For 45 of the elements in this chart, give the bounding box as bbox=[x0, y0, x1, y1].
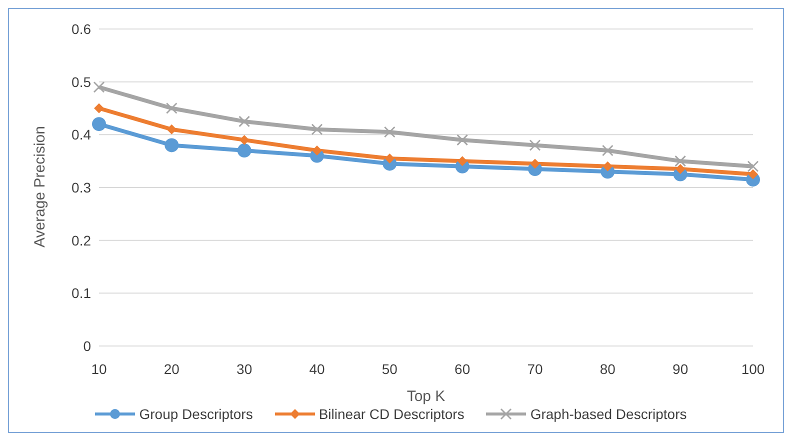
x-tick-label: 20 bbox=[164, 360, 180, 377]
point bbox=[166, 102, 178, 114]
point bbox=[237, 144, 252, 158]
x-tick-label: 100 bbox=[741, 360, 765, 377]
x-tick-label: 30 bbox=[236, 360, 252, 377]
point bbox=[456, 134, 468, 146]
point bbox=[674, 155, 686, 167]
point bbox=[530, 158, 540, 169]
point bbox=[312, 146, 322, 156]
point bbox=[238, 116, 250, 128]
point bbox=[602, 144, 614, 156]
y-tick-label: 0.3 bbox=[72, 179, 92, 196]
point bbox=[529, 139, 541, 151]
y-tick-label: 0.2 bbox=[72, 232, 92, 248]
y-tick-label: 0.1 bbox=[72, 285, 92, 302]
point bbox=[747, 160, 759, 172]
x-axis-title: Top K bbox=[406, 388, 446, 405]
point bbox=[166, 124, 177, 134]
x-tick-label: 50 bbox=[382, 360, 398, 377]
x-tick-label: 40 bbox=[309, 360, 325, 377]
legend-label: Graph-based Descriptors bbox=[529, 406, 687, 422]
point bbox=[384, 126, 396, 138]
y-tick-label: 0 bbox=[83, 338, 92, 354]
y-tick-label: 0.6 bbox=[72, 20, 92, 37]
x-tick-label: 90 bbox=[672, 360, 688, 377]
x-tick-label: 60 bbox=[454, 360, 470, 377]
point bbox=[602, 161, 613, 172]
legend-label: Group Descriptors bbox=[138, 406, 253, 422]
x-tick-label: 10 bbox=[91, 360, 107, 377]
point bbox=[239, 134, 250, 145]
point bbox=[457, 156, 468, 166]
point bbox=[164, 138, 179, 152]
point bbox=[94, 103, 104, 114]
point bbox=[384, 153, 395, 164]
y-axis-title: Average Precision bbox=[31, 126, 48, 248]
point bbox=[92, 117, 106, 132]
point bbox=[311, 124, 323, 136]
y-tick-label: 0.4 bbox=[72, 126, 92, 143]
x-tick-label: 80 bbox=[600, 360, 616, 377]
point bbox=[93, 81, 105, 93]
legend-label: Bilinear CD Descriptors bbox=[318, 406, 464, 422]
y-tick-label: 0.5 bbox=[72, 74, 92, 90]
point bbox=[748, 169, 758, 180]
point bbox=[675, 164, 686, 174]
x-tick-label: 70 bbox=[527, 360, 543, 377]
